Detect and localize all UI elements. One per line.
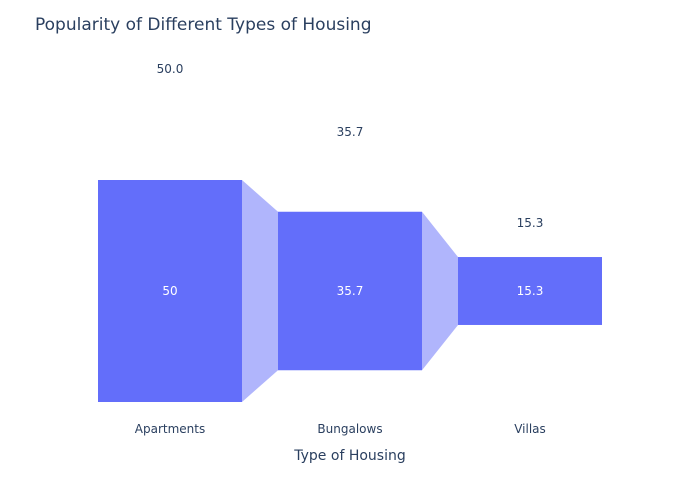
inside-label-bungalows: 35.7 (337, 284, 364, 298)
bar-villas (458, 257, 602, 325)
inside-label-villas: 15.3 (517, 284, 544, 298)
connector-2 (422, 211, 458, 371)
bar-bungalows (278, 211, 422, 371)
connector-1 (242, 180, 278, 402)
x-axis-title: Type of Housing (293, 448, 405, 464)
value-label-apartments: 50.0 (157, 62, 184, 76)
category-label-villas: Villas (514, 422, 546, 436)
category-label-apartments: Apartments (135, 422, 205, 436)
bar-apartments (98, 180, 242, 402)
category-label-bungalows: Bungalows (317, 422, 382, 436)
plot-area: 50 50.0 Apartments 35.7 35.7 Bungalows 15.3 15.… (98, 62, 602, 436)
value-label-bungalows: 35.7 (337, 125, 364, 139)
chart-title: Popularity of Different Types of Housing (35, 15, 372, 35)
value-label-villas: 15.3 (517, 216, 544, 230)
inside-label-apartments: 50 (162, 284, 177, 298)
